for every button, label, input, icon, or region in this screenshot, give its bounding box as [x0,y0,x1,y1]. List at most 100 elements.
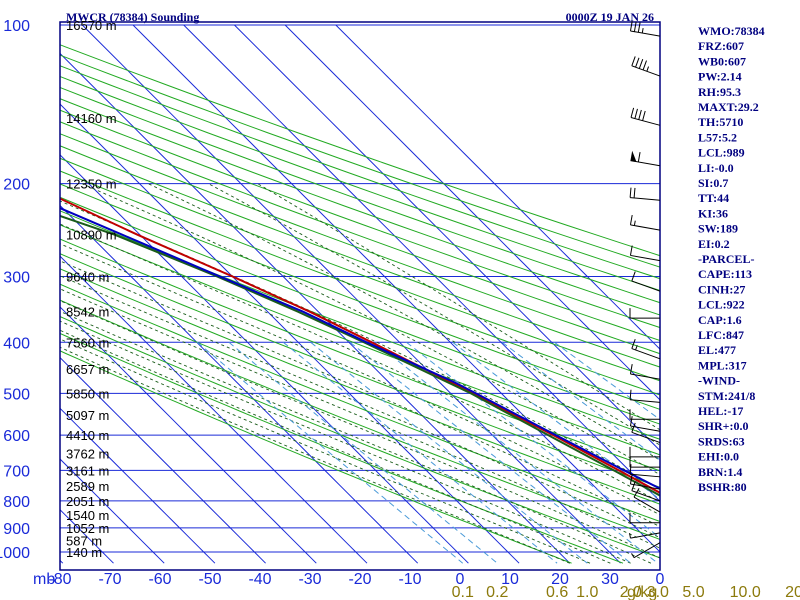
index-line: EL:477 [698,343,736,357]
wind-barb [633,488,661,513]
dry-adiabat-430 [60,98,660,316]
index-line: -PARCEL- [698,252,754,266]
moist-adiabat-12 [60,260,660,528]
moist-adiabat--16 [60,338,591,564]
mixing-ratio-line-3 [374,341,659,564]
height-label: 3161 m [66,463,109,478]
mixing-ratio-label: 2.0 [620,584,642,600]
wind-barb [631,339,661,360]
height-label: 2589 m [66,479,109,494]
wind-barb [629,364,661,380]
mixing-ratio-line-20 [501,341,660,461]
index-line: SW:189 [698,222,738,236]
dry-adiabat-250 [60,350,572,564]
wind-barb-shaft [630,473,661,478]
mixing-ratio-line-0.1 [196,341,464,564]
wind-barb [629,389,661,403]
wind-barb-shaft [630,399,661,403]
dry-adiabat-420 [60,109,660,329]
temperature-tick-label: 10 [501,571,519,588]
isotherm--60 [60,255,368,564]
pressure-tick-label: 500 [3,386,30,403]
wind-barb-flag [634,108,638,119]
height-label: 3762 m [66,446,109,461]
index-line: TH:5710 [698,115,743,129]
dry-adiabat-290 [60,283,660,523]
dry-adiabat-400 [60,133,660,355]
wind-barb-shaft [630,373,661,380]
index-line: LI:-0.0 [698,161,734,175]
wind-barb-half-flag [629,533,631,539]
series-parcel [60,207,660,490]
dry-adiabat-410 [60,121,660,342]
moist-adiabat-40 [257,183,660,431]
wind-barb-flag [637,152,641,163]
wind-barb [631,542,661,559]
moist-adiabat--8 [60,320,631,564]
wind-barb-flag [631,271,636,282]
temperature-tick-label: 30 [601,571,619,588]
moist-adiabat-0 [60,300,660,559]
dry-adiabat-270 [60,316,660,559]
wind-barb-flag [642,60,647,71]
mixing-ratio-line-0.2 [228,341,498,564]
dry-adiabat-300 [60,268,660,505]
dry-adiabat-310 [60,253,660,488]
wind-barb-flag [629,364,633,375]
isotherm--90 [60,407,216,564]
index-line: RH:95.3 [698,85,741,99]
wind-barb-shaft [631,348,661,360]
wind-barb-shaft [630,30,661,37]
temperature-tick-label: -80 [48,571,71,588]
mixing-ratio-label: 0.1 [452,584,474,600]
mixing-ratio-line-0.6 [282,341,558,564]
height-label: 2051 m [66,494,109,509]
index-line: CINH:27 [698,282,745,296]
dry-adiabat-260 [60,332,624,564]
wind-barb [629,532,661,539]
pressure-tick-label: 400 [3,335,30,352]
index-line: LCL:989 [698,146,745,160]
mixing-ratio-line-5 [406,341,660,539]
wind-barb [629,214,661,231]
index-line: LFC:847 [698,328,744,342]
wind-barb-shaft [631,431,661,444]
temperature-tick-label: 0 [656,571,665,588]
mixing-ratio-label: 3.0 [647,584,669,600]
wind-barb-flag [633,187,636,198]
dry-adiabat-350 [60,196,660,425]
isotherm--20 [60,52,571,564]
dry-adiabat-370 [60,170,660,396]
temperature-tick-label: -40 [248,571,271,588]
isotherm--100 [60,458,165,564]
wind-barb-shaft [633,496,661,513]
moist-adiabat-4 [60,288,660,549]
dry-adiabat-380 [60,157,660,382]
label-layer: 1002003004005006007008009001000-80-70-60… [0,18,800,600]
wind-barb-shaft [631,65,661,77]
index-line: -WIND- [698,374,740,388]
mixing-ratio-label: 0.6 [546,584,568,600]
index-line: EHI:0.0 [698,450,739,464]
wind-barb-shaft [630,197,661,201]
wind-barb [629,21,661,37]
mixing-ratio-label: 0.2 [486,584,508,600]
pressure-tick-label: 1000 [0,545,30,562]
height-label: 16570 m [66,18,117,33]
index-line: PW:2.14 [698,70,742,84]
mixing-ratio-label: 20.0 [785,584,800,600]
wind-barb-flag [633,21,637,32]
mixing-ratio-line-40 [554,341,660,421]
wind-barb-shaft [630,532,661,539]
pressure-tick-label: 300 [3,269,30,286]
pressure-tick-label: 100 [3,18,30,35]
wind-barb [629,446,660,458]
height-label: 4410 m [66,428,109,443]
wind-barb-flag [633,488,640,498]
wind-barb-flag [629,464,632,475]
height-label: 14160 m [66,111,117,126]
isotherm-10 [183,24,660,503]
